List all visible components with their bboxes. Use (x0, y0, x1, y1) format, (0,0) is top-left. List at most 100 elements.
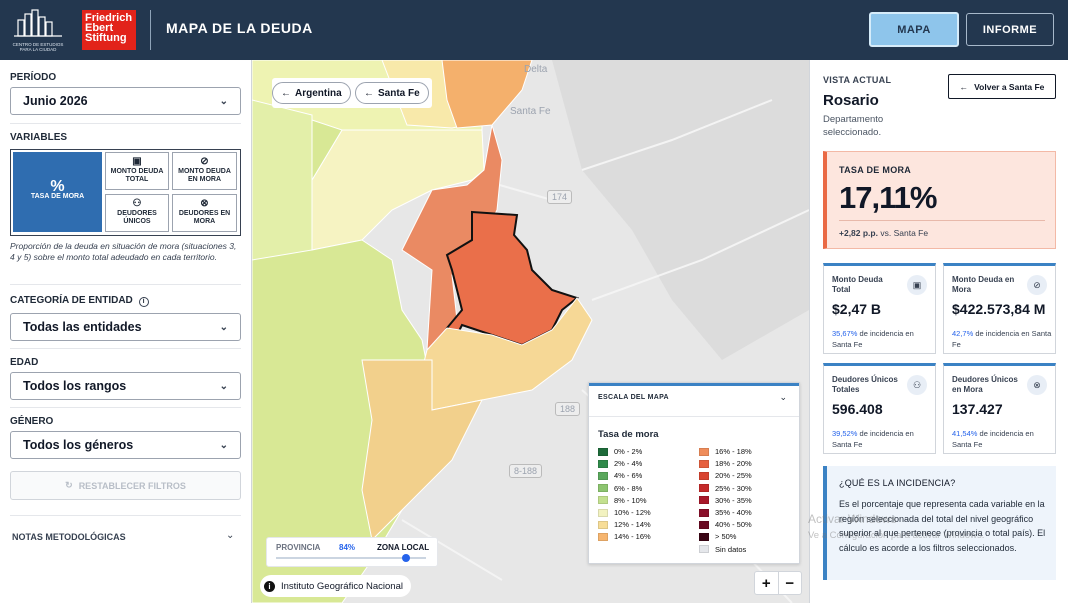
chevron-down-icon[interactable]: ⌄ (779, 392, 787, 402)
header-divider (150, 10, 151, 50)
legend-item: 8% - 10% (598, 496, 647, 505)
info-icon[interactable]: i (264, 580, 275, 592)
info-icon[interactable]: i (138, 297, 149, 307)
divider (839, 220, 1045, 221)
cash-icon: ▣ (907, 275, 927, 295)
divider (10, 123, 241, 124)
variable-tasa-de-mora[interactable]: % TASA DE MORA (13, 152, 102, 232)
legend-swatch (598, 447, 608, 456)
periodo-label: PERÍODO (10, 72, 57, 83)
genero-select[interactable]: Todos los géneros ⌄ (10, 431, 241, 459)
variable-monto-deuda-total[interactable]: ▣ MONTO DEUDA TOTAL (105, 152, 169, 190)
legend-swatch (598, 459, 608, 468)
scale-toggle[interactable]: PROVINCIA 84% ZONA LOCAL (266, 537, 438, 567)
tab-informe-button[interactable]: INFORME (966, 13, 1054, 46)
back-to-santa-fe-button[interactable]: ← Volver a Santa Fe (948, 74, 1056, 99)
legend-header[interactable] (589, 383, 799, 417)
periodo-select[interactable]: Junio 2026 ⌄ (10, 87, 241, 115)
scale-slider-track[interactable] (276, 557, 426, 559)
legend-item: 35% - 40% (699, 508, 752, 517)
legend-swatch (598, 532, 608, 541)
card-deudores-unicos-en-mora: Deudores Únicos en Mora ⊗ 137.427 41,54%… (943, 363, 1056, 454)
variable-deudores-unicos[interactable]: ⚇ DEUDORES ÚNICOS (105, 194, 169, 232)
chevron-down-icon[interactable]: ⌄ (226, 530, 235, 541)
tab-mapa-button[interactable]: MAPA (869, 12, 959, 47)
legend-label: 30% - 35% (715, 495, 752, 505)
legend-swatch (598, 496, 608, 505)
periodo-value: Junio 2026 (23, 94, 88, 108)
notas-metodologicas-toggle[interactable]: NOTAS METODOLÓGICAS (12, 532, 126, 542)
legend-label: 18% - 20% (715, 459, 752, 469)
tasa-delta: +2,82 p.p. vs. Santa Fe (839, 228, 929, 238)
legend-item: 10% - 12% (598, 508, 651, 517)
legend-swatch (598, 471, 608, 480)
tasa-value: 17,11% (839, 180, 937, 215)
card-monto-deuda-en-mora: Monto Deuda en Mora ⊘ $422.573,84 M 42,7… (943, 263, 1056, 354)
map-canvas[interactable] (252, 60, 809, 603)
legend-swatch (699, 496, 709, 505)
reset-filters-button[interactable]: ↻ RESTABLECER FILTROS (10, 471, 241, 500)
zoom-out-button[interactable]: − (785, 574, 795, 592)
legend-label: 10% - 12% (614, 508, 651, 517)
variable-deudores-en-mora[interactable]: ⊗ DEUDORES EN MORA (172, 194, 237, 232)
variables-label: VARIABLES (10, 132, 68, 143)
route-shield: 8-188 (509, 464, 543, 478)
variables-grid: % TASA DE MORA ▣ MONTO DEUDA TOTAL ⊘ MON… (10, 149, 241, 236)
legend-item: 4% - 6% (598, 471, 642, 480)
app-title: MAPA DE LA DEUDA (166, 20, 313, 36)
chevron-down-icon: ⌄ (219, 439, 228, 451)
breadcrumb-argentina[interactable]: ← Argentina (272, 82, 351, 104)
legend-label: 4% - 6% (614, 471, 643, 481)
legend-item: 0% - 2% (598, 447, 642, 456)
route-shield: 188 (555, 402, 581, 416)
place-label-santa-fe: Santa Fe (510, 106, 551, 117)
legend-label: 2% - 4% (614, 459, 643, 469)
divider (10, 515, 241, 516)
divider (10, 284, 241, 285)
map-view[interactable]: ← Argentina ← Santa Fe Delta Santa Fe 17… (252, 60, 809, 603)
legend-swatch (699, 459, 709, 468)
variable-monto-deuda-en-mora[interactable]: ⊘ MONTO DEUDA EN MORA (172, 152, 237, 190)
money-off-icon: ⊘ (1027, 275, 1047, 295)
filters-panel: PERÍODO Junio 2026 ⌄ VARIABLES % TASA DE… (0, 60, 252, 603)
legend-item: 30% - 35% (699, 496, 752, 505)
categoria-label: CATEGORÍA DE ENTIDAD i (10, 295, 149, 307)
legend-label: 16% - 18% (715, 447, 752, 456)
card-deudores-unicos-totales: Deudores Únicos Totales ⚇ 596.408 39,52%… (823, 363, 936, 454)
legend-subtitle: Tasa de mora (598, 429, 659, 440)
money-off-icon: ⊘ (200, 156, 209, 167)
legend-label: > 50% (715, 532, 737, 542)
edad-select[interactable]: Todos los rangos ⌄ (10, 372, 241, 400)
chevron-down-icon: ⌄ (219, 95, 228, 107)
legend-label: 40% - 50% (715, 520, 752, 530)
users-icon: ⚇ (132, 198, 142, 209)
legend-title: ESCALA DEL MAPA (598, 394, 669, 401)
legend-item: 20% - 25% (699, 471, 752, 480)
legend-swatch (598, 508, 608, 517)
legend-item: Sin datos (699, 545, 746, 554)
attribution: i Instituto Geográfico Nacional (260, 575, 411, 597)
divider (10, 348, 241, 349)
categoria-select[interactable]: Todas las entidades ⌄ (10, 313, 241, 341)
legend-item: 14% - 16% (598, 532, 651, 541)
arrow-left-icon: ← (959, 81, 969, 92)
genero-label: GÉNERO (10, 416, 54, 427)
tasa-de-mora-card: TASA DE MORA 17,11% +2,82 p.p. vs. Santa… (823, 151, 1056, 249)
centro-estudios-logo: CENTRO DE ESTUDIOS PARA LA CIUDAD (12, 8, 64, 52)
info-question: ¿QUÉ ES LA INCIDENCIA? (839, 478, 956, 488)
legend-label: 8% - 10% (614, 495, 647, 505)
legend-swatch (699, 520, 709, 529)
vista-actual-label: VISTA ACTUAL (823, 75, 892, 85)
info-answer: Es el porcentaje que representa cada var… (839, 499, 1046, 553)
place-label-delta: Delta (524, 64, 548, 75)
cash-icon: ▣ (132, 156, 142, 167)
legend-swatch (598, 484, 608, 493)
legend-label: Sin datos (715, 544, 747, 554)
zoom-in-button[interactable]: + (755, 572, 779, 594)
detail-panel: VISTA ACTUAL Rosario Departamento selecc… (809, 60, 1068, 603)
breadcrumb-santa-fe[interactable]: ← Santa Fe (355, 82, 429, 104)
app-header: CENTRO DE ESTUDIOS PARA LA CIUDAD Friedr… (0, 0, 1068, 60)
chevron-down-icon: ⌄ (219, 380, 228, 392)
legend-item: 18% - 20% (699, 459, 752, 468)
scale-slider-handle[interactable] (402, 554, 410, 562)
